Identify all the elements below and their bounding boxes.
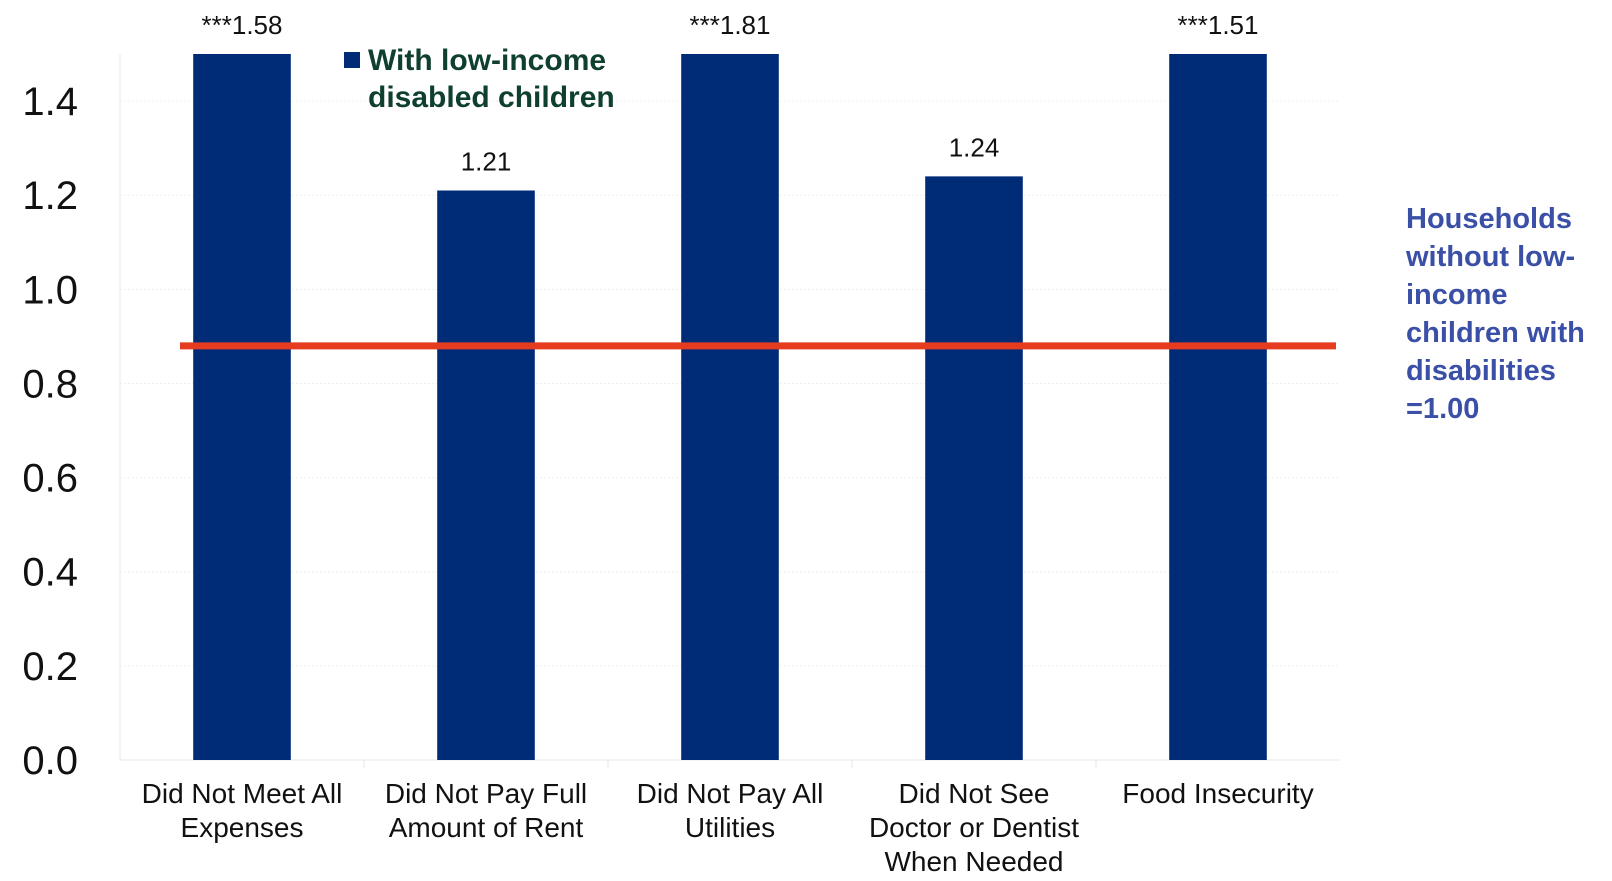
legend: With low-income disabled children bbox=[344, 42, 653, 116]
x-tick-label-line: Did Not Meet All bbox=[142, 778, 343, 809]
x-tick-label-line: Did Not Pay All bbox=[637, 778, 824, 809]
x-tick-label-line: Amount of Rent bbox=[389, 812, 584, 843]
bar-data-label: 1.21 bbox=[461, 146, 512, 176]
y-tick-label: 0.0 bbox=[22, 739, 78, 783]
legend-label: With low-income disabled children bbox=[368, 44, 615, 114]
legend-swatch bbox=[344, 52, 360, 68]
x-tick-label: Did Not Meet All Expenses bbox=[142, 778, 343, 843]
data-labels: ***1.58 1.21 ***1.81 1.24 ***1.51 bbox=[202, 10, 1259, 176]
reference-line-note: Households without low-income children w… bbox=[1406, 203, 1585, 425]
x-tick-label-line: Doctor or Dentist bbox=[869, 812, 1079, 843]
x-tick-label: Food Insecurity bbox=[1122, 778, 1313, 809]
y-tick-label: 0.6 bbox=[22, 457, 78, 501]
x-tick-label: Did Not Pay All Utilities bbox=[637, 778, 824, 843]
bar bbox=[925, 176, 1023, 760]
x-tick-label-line: Expenses bbox=[181, 812, 304, 843]
x-tick-label: Did Not See Doctor or Dentist When Needed bbox=[869, 778, 1079, 877]
x-tick-label-line: Did Not See bbox=[899, 778, 1050, 809]
y-tick-label: 0.4 bbox=[22, 551, 78, 595]
y-tick-label: 1.4 bbox=[22, 80, 78, 124]
y-tick-label: 0.8 bbox=[22, 362, 78, 406]
x-tick-label-line: Utilities bbox=[685, 812, 775, 843]
bar-data-label: ***1.51 bbox=[1178, 10, 1259, 40]
bars bbox=[193, 54, 1267, 760]
bar bbox=[681, 54, 779, 760]
y-tick-label: 1.0 bbox=[22, 268, 78, 312]
x-tick-label-line: When Needed bbox=[884, 846, 1063, 877]
bar-data-label: ***1.58 bbox=[202, 10, 283, 40]
y-tick-label: 0.2 bbox=[22, 645, 78, 689]
x-axis-tick-labels: Did Not Meet All Expenses Did Not Pay Full… bbox=[142, 778, 1314, 877]
x-tick-label: Did Not Pay Full Amount of Rent bbox=[385, 778, 587, 843]
y-axis-tick-labels: 0.0 0.2 0.4 0.6 0.8 1.0 1.2 1.4 bbox=[22, 80, 78, 783]
bar bbox=[1169, 54, 1267, 760]
bar-data-label: ***1.81 bbox=[690, 10, 771, 40]
bar bbox=[437, 190, 535, 760]
x-tick-label-line: Food Insecurity bbox=[1122, 778, 1313, 809]
x-tick-label-line: Did Not Pay Full bbox=[385, 778, 587, 809]
bar-data-label: 1.24 bbox=[949, 132, 1000, 162]
bar bbox=[193, 54, 291, 760]
y-tick-label: 1.2 bbox=[22, 174, 78, 218]
